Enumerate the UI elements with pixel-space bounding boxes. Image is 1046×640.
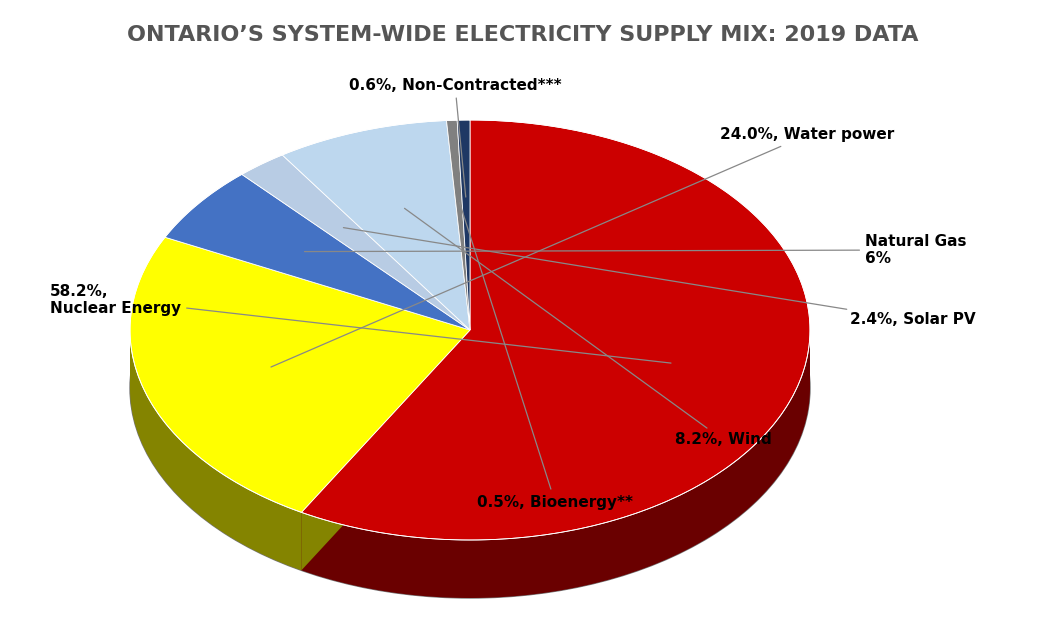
Polygon shape [282, 120, 470, 330]
Polygon shape [301, 330, 470, 570]
Polygon shape [301, 332, 810, 598]
Text: Natural Gas
6%: Natural Gas 6% [304, 234, 967, 266]
Polygon shape [130, 330, 301, 570]
Polygon shape [447, 120, 470, 330]
Text: 2.4%, Solar PV: 2.4%, Solar PV [343, 228, 976, 328]
Polygon shape [301, 120, 810, 540]
Polygon shape [301, 330, 470, 570]
Text: 24.0%, Water power: 24.0%, Water power [271, 127, 894, 367]
Polygon shape [457, 120, 470, 330]
Polygon shape [242, 155, 470, 330]
Text: 58.2%,
Nuclear Energy: 58.2%, Nuclear Energy [50, 284, 670, 363]
Text: 8.2%, Wind: 8.2%, Wind [405, 209, 772, 447]
Text: 0.6%, Non-Contracted***: 0.6%, Non-Contracted*** [348, 77, 562, 197]
Text: ONTARIO’S SYSTEM-WIDE ELECTRICITY SUPPLY MIX: 2019 DATA: ONTARIO’S SYSTEM-WIDE ELECTRICITY SUPPLY… [128, 25, 918, 45]
Ellipse shape [130, 178, 810, 598]
Polygon shape [165, 174, 470, 330]
Text: 0.5%, Bioenergy**: 0.5%, Bioenergy** [459, 203, 633, 509]
Polygon shape [130, 237, 470, 513]
